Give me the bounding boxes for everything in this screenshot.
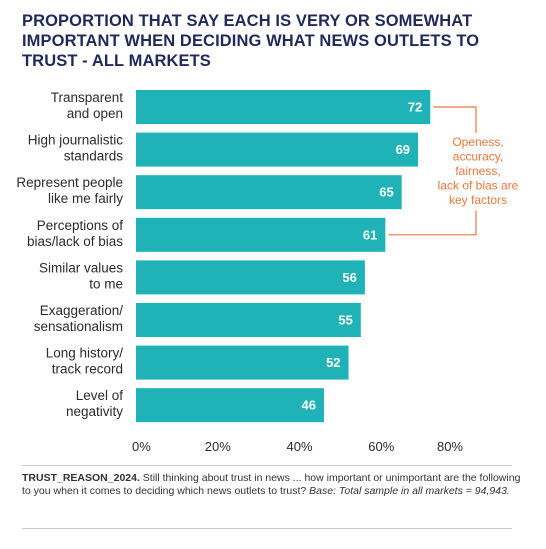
bar	[136, 175, 402, 210]
x-tick-label: 40%	[286, 439, 312, 454]
category-label: High journalistic standards	[28, 133, 124, 164]
annotation-text: Openess, accuracy, fairness, lack of bias a…	[438, 135, 519, 207]
bar-value-label: 61	[363, 227, 377, 242]
bar	[136, 303, 361, 337]
bar-value-label: 56	[342, 270, 356, 285]
category-label: Similar values to me	[39, 260, 123, 291]
annotation: Openess, accuracy, fairness, lack of bias a…	[388, 106, 524, 236]
bar-value-label: 46	[302, 398, 316, 413]
bar-value-label: 52	[326, 355, 340, 370]
x-axis: 0% 20% 40% 60% 80%	[132, 439, 463, 454]
category-label: Represent people like me fairly	[16, 175, 123, 206]
footnote-bottom-rule	[22, 528, 512, 529]
bar	[136, 90, 431, 124]
x-tick-label: 80%	[437, 439, 463, 454]
footnote: TRUST_REASON_2024. Still thinking about …	[22, 472, 522, 498]
category-label: Level of negativity	[66, 388, 123, 419]
bar-chart: 72 Transparent and open 69 High journalistic…	[16, 90, 524, 454]
category-label: Transparent and open	[51, 90, 124, 121]
x-tick-label: 60%	[368, 439, 394, 454]
category-label: Exaggeration/sensationalism	[34, 303, 124, 334]
bar	[136, 260, 365, 295]
x-tick-label: 0%	[132, 439, 151, 454]
bar	[136, 388, 325, 423]
bar-value-label: 72	[408, 100, 422, 115]
footnote-code: TRUST_REASON_2024.	[22, 472, 140, 484]
x-tick-label: 20%	[205, 439, 231, 454]
bar	[136, 217, 386, 252]
category-label: Long history/track record	[46, 346, 124, 377]
footnote-top-rule	[22, 465, 512, 466]
bar	[136, 345, 349, 380]
bar	[136, 132, 419, 167]
bar-value-label: 69	[396, 142, 410, 157]
bar-value-label: 55	[338, 313, 352, 328]
bars-layer: 72 Transparent and open 69 High journalistic…	[16, 90, 431, 423]
annotation-background	[432, 132, 524, 211]
footnote-base: Base: Total sample in all markets = 94,9…	[309, 485, 510, 497]
chart-title: PROPORTION THAT SAY EACH IS VERY OR SOME…	[22, 12, 480, 70]
footnote-question: Still thinking about trust in news ... h…	[22, 472, 521, 497]
bar-value-label: 65	[379, 185, 393, 200]
category-label: Perceptions of bias/lack of bias	[27, 218, 123, 249]
